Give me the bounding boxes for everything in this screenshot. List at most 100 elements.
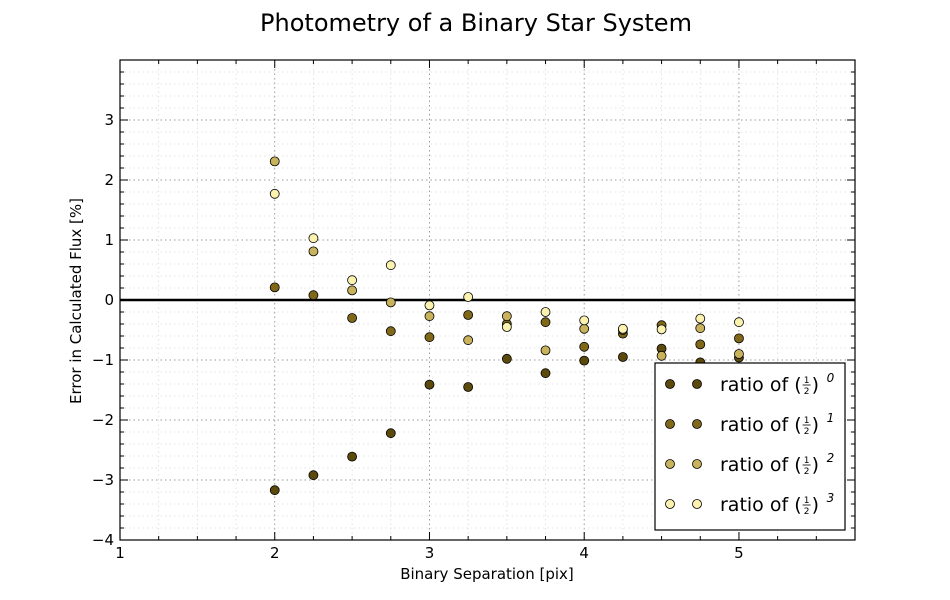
data-point — [501, 311, 512, 322]
x-tick-label: 1 — [115, 544, 125, 562]
data-point — [579, 323, 590, 334]
data-point — [385, 297, 396, 308]
data-point — [579, 315, 590, 326]
data-point — [695, 313, 706, 324]
data-point — [269, 282, 280, 293]
legend-marker — [665, 459, 675, 469]
fraction-numerator: 1 — [804, 416, 810, 426]
data-point — [269, 485, 280, 496]
legend-marker — [665, 419, 675, 429]
legend-label: ratio of ( — [720, 374, 802, 396]
data-point — [308, 290, 319, 301]
data-point — [617, 323, 628, 334]
series-0 — [269, 343, 744, 496]
data-point — [463, 310, 474, 320]
x-axis-label: Binary Separation [pix] — [400, 565, 574, 583]
fraction-denominator: 2 — [804, 507, 810, 517]
legend-marker — [665, 499, 675, 509]
data-point — [269, 156, 280, 167]
y-tick-label: 0 — [104, 291, 114, 309]
legend-entry: ratio of (12) 3 — [665, 491, 835, 517]
legend-exponent: 3 — [827, 491, 835, 505]
y-tick-label: −4 — [92, 531, 114, 549]
legend-paren: ) — [812, 494, 819, 516]
data-point — [463, 382, 474, 392]
legend-label: ratio of ( — [720, 454, 802, 476]
data-point — [424, 332, 435, 343]
legend-label: ratio of ( — [720, 414, 802, 436]
data-point — [579, 355, 590, 366]
data-point — [501, 353, 512, 364]
data-point — [385, 260, 396, 271]
legend-exponent: 0 — [827, 371, 835, 385]
y-tick-label: −1 — [92, 351, 114, 369]
fraction-numerator: 1 — [804, 456, 810, 466]
legend-marker — [692, 379, 702, 389]
y-axis-label: Error in Calculated Flux [%] — [67, 198, 85, 404]
data-point — [617, 352, 628, 362]
legend-exponent: 2 — [827, 451, 835, 465]
data-point — [540, 317, 551, 328]
y-tick-label: −3 — [92, 471, 114, 489]
data-point — [579, 341, 590, 352]
legend-entry: ratio of (12) 0 — [665, 371, 835, 397]
legend-marker — [692, 419, 702, 429]
data-points — [269, 156, 744, 496]
data-point — [734, 333, 744, 344]
data-point — [656, 350, 667, 361]
data-point — [347, 313, 358, 323]
data-point — [540, 345, 551, 356]
legend-box — [654, 362, 846, 531]
data-point — [695, 323, 706, 334]
legend-entry: ratio of (12) 2 — [665, 451, 835, 477]
x-tick-label: 4 — [579, 544, 589, 562]
data-point — [463, 335, 474, 346]
data-point — [424, 379, 435, 390]
y-tick-label: 2 — [104, 171, 114, 189]
data-point — [347, 451, 358, 462]
fraction-denominator: 2 — [804, 427, 810, 437]
legend-exponent: 1 — [827, 411, 835, 425]
legend-paren: ) — [812, 454, 819, 476]
legend-paren: ) — [812, 414, 819, 436]
legend-marker — [692, 499, 702, 509]
data-point — [347, 285, 358, 296]
chart-title: Photometry of a Binary Star System — [260, 9, 692, 37]
data-point — [347, 275, 358, 286]
y-tick-label: 1 — [104, 231, 114, 249]
data-point — [501, 322, 512, 332]
series-3 — [269, 188, 744, 335]
data-point — [385, 428, 396, 439]
x-tick-label: 2 — [270, 544, 280, 562]
data-point — [734, 349, 744, 359]
data-point — [308, 470, 319, 481]
y-tick-label: −2 — [92, 411, 114, 429]
legend-marker — [665, 379, 675, 389]
fraction-denominator: 2 — [804, 387, 810, 397]
data-point — [463, 292, 474, 302]
data-point — [424, 311, 435, 322]
legend-paren: ) — [812, 374, 819, 396]
fraction-denominator: 2 — [804, 467, 810, 477]
legend-entry: ratio of (12) 1 — [665, 411, 835, 437]
data-point — [695, 339, 706, 350]
fraction-numerator: 1 — [804, 376, 810, 386]
x-tick-label: 5 — [734, 544, 744, 562]
y-tick-label: 3 — [104, 111, 114, 129]
data-point — [424, 300, 435, 311]
data-point — [540, 307, 551, 317]
data-point — [734, 317, 744, 328]
data-point — [269, 188, 280, 199]
data-point — [308, 233, 319, 244]
data-point — [385, 326, 396, 337]
data-point — [656, 324, 667, 335]
legend-marker — [692, 459, 702, 469]
data-point — [308, 246, 319, 257]
fraction-numerator: 1 — [804, 496, 810, 506]
data-point — [540, 368, 551, 379]
legend-label: ratio of ( — [720, 494, 802, 516]
x-tick-label: 3 — [425, 544, 435, 562]
